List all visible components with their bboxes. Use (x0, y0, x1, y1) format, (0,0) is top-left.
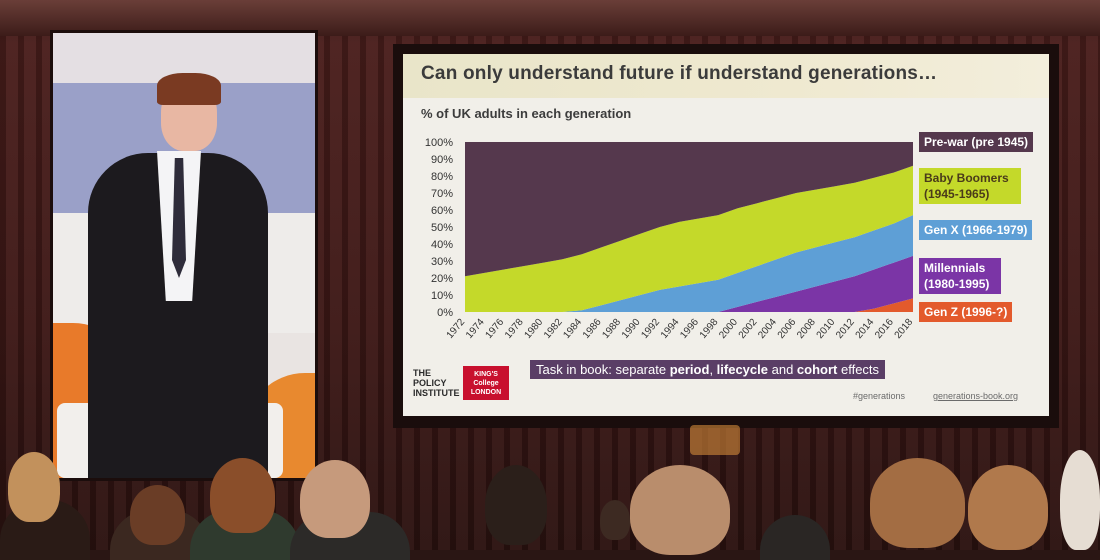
y-tick-label: 90% (431, 154, 453, 166)
audience-head (210, 458, 275, 533)
kings-college-logo: KING'S College LONDON (463, 366, 509, 400)
y-tick-label: 10% (431, 290, 453, 302)
legend-item-millennials: Millennials (1980-1995) (919, 258, 1001, 294)
y-tick-label: 20% (431, 273, 453, 285)
x-tick-label: 2008 (795, 317, 818, 341)
audience-head (130, 485, 185, 545)
x-tick-label: 1976 (484, 317, 507, 341)
x-tick-label: 2000 (717, 317, 740, 341)
x-tick-label: 1998 (698, 317, 721, 341)
x-tick-label: 1982 (542, 317, 565, 341)
slide-title: Can only understand future if understand… (421, 63, 938, 84)
area-series-prewar (465, 142, 913, 277)
area-series-millennials (465, 255, 913, 312)
speaker-video-screen (50, 30, 318, 481)
audience-member (760, 515, 830, 560)
x-tick-label: 2006 (776, 317, 799, 341)
legend-item-prewar: Pre-war (pre 1945) (919, 132, 1034, 152)
x-tick-label: 1992 (639, 317, 662, 341)
x-tick-label: 2012 (834, 317, 857, 341)
audience-head (300, 460, 370, 538)
stacked-area-chart: 0%10%20%30%40%50%60%70%80%90%100%1972197… (425, 137, 916, 341)
audience-head (485, 465, 547, 545)
audience-head (968, 465, 1048, 550)
audience (0, 440, 1100, 560)
x-tick-label: 1972 (445, 317, 468, 341)
x-tick-label: 2018 (893, 317, 916, 341)
legend-item-boomers: Baby Boomers (1945-1965) (919, 168, 1021, 204)
task-note-and: and (768, 362, 797, 377)
x-tick-label: 1980 (522, 317, 545, 341)
task-note-period: period (669, 362, 710, 377)
task-note-prefix: Task in book: separate (536, 362, 670, 377)
stage-light (690, 425, 740, 455)
x-tick-label: 1990 (620, 317, 643, 341)
x-tick-label: 2014 (854, 317, 877, 341)
y-tick-label: 100% (425, 137, 453, 149)
chart-title: % of UK adults in each generation (421, 106, 632, 121)
legend-item-genz: Gen Z (1996-?) (919, 302, 1013, 322)
x-tick-label: 2004 (756, 317, 779, 341)
x-tick-label: 1978 (503, 317, 526, 341)
audience-head (1060, 450, 1100, 550)
x-tick-label: 1974 (464, 317, 487, 341)
y-tick-label: 30% (431, 256, 453, 268)
x-tick-label: 2016 (873, 317, 896, 341)
task-note-lifecycle: lifecycle (716, 362, 768, 377)
y-tick-label: 60% (431, 205, 453, 217)
x-tick-label: 2010 (815, 317, 838, 341)
slide-header: Can only understand future if understand… (403, 54, 1049, 98)
hashtag: #generations (853, 391, 906, 401)
x-tick-label: 1996 (678, 317, 701, 341)
policy-institute-logo: THE POLICY INSTITUTE (413, 368, 460, 398)
task-note-separator: , (709, 362, 717, 377)
speaker-tie (172, 158, 186, 278)
x-tick-label: 1984 (561, 317, 584, 341)
y-tick-label: 0% (437, 307, 453, 319)
speaker-hair (157, 73, 221, 105)
x-tick-label: 1988 (600, 317, 623, 341)
audience-head (8, 452, 60, 522)
x-tick-label: 1994 (659, 317, 682, 341)
legend-item-genx: Gen X (1966-1979) (919, 220, 1033, 240)
presentation-slide: Can only understand future if understand… (403, 54, 1049, 416)
x-tick-label: 1986 (581, 317, 604, 341)
area-series-boomers (465, 165, 913, 312)
audience-head (870, 458, 965, 548)
task-note: Task in book: separate period, lifecycle… (530, 360, 886, 379)
x-tick-label: 2002 (737, 317, 760, 341)
audience-head (630, 465, 730, 555)
y-tick-label: 70% (431, 188, 453, 200)
y-tick-label: 80% (431, 171, 453, 183)
task-note-cohort: cohort (796, 362, 838, 377)
area-series-genz (465, 298, 913, 312)
audience-head (600, 500, 630, 540)
y-tick-label: 40% (431, 239, 453, 251)
task-note-suffix: effects (837, 362, 880, 377)
area-series-genx (465, 215, 913, 312)
y-tick-label: 50% (431, 222, 453, 234)
website-link: generations-book.org (933, 391, 1019, 401)
